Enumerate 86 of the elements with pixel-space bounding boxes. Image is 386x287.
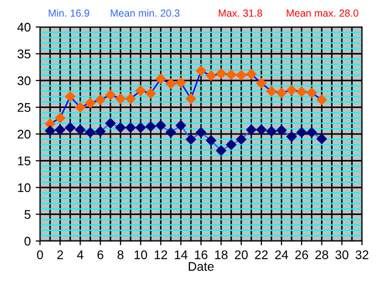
point bbox=[85, 127, 96, 138]
y-tick-label: 0 bbox=[24, 236, 30, 246]
point bbox=[226, 70, 236, 80]
point bbox=[44, 126, 56, 136]
point bbox=[166, 127, 176, 138]
y-tick-label: 35 bbox=[18, 50, 30, 58]
point bbox=[296, 86, 307, 97]
y-tick-label: 25 bbox=[18, 103, 30, 112]
point bbox=[75, 124, 86, 135]
point bbox=[115, 122, 126, 133]
point bbox=[176, 120, 186, 131]
point bbox=[156, 120, 166, 131]
point bbox=[246, 124, 256, 135]
point bbox=[55, 124, 66, 135]
point bbox=[176, 78, 186, 88]
y-tick-label: 40 bbox=[17, 22, 30, 32]
point bbox=[196, 127, 206, 138]
x-tick-label: 16 bbox=[195, 250, 208, 260]
point bbox=[115, 94, 126, 104]
x-tick-label: 6 bbox=[98, 250, 104, 260]
point bbox=[286, 132, 297, 142]
point bbox=[306, 127, 317, 138]
point bbox=[146, 121, 156, 132]
point bbox=[316, 94, 327, 105]
text: Max. 31.8 bbox=[218, 10, 262, 17]
text: Mean min. 20.3 bbox=[110, 9, 180, 17]
x-axis-title: Date bbox=[188, 262, 214, 271]
point bbox=[266, 86, 277, 96]
y-tick-label: 10 bbox=[18, 183, 30, 192]
point bbox=[256, 78, 266, 88]
point bbox=[236, 134, 246, 144]
x-tick-label: 8 bbox=[118, 250, 124, 260]
y-tick-label: 15 bbox=[18, 156, 30, 166]
x-tick-label: 0 bbox=[37, 250, 43, 260]
point bbox=[276, 88, 287, 98]
x-tick-label: 14 bbox=[174, 250, 188, 260]
point bbox=[105, 118, 116, 128]
point bbox=[95, 94, 106, 105]
point bbox=[206, 70, 216, 81]
y-tick-label: 30 bbox=[18, 76, 30, 86]
point bbox=[246, 68, 256, 80]
point bbox=[146, 88, 156, 98]
text: Mean max. 28.0 bbox=[286, 10, 358, 17]
point bbox=[216, 68, 226, 79]
point bbox=[226, 140, 236, 150]
text: Min. 16.9 bbox=[48, 9, 90, 17]
x-tick-label: 18 bbox=[215, 250, 228, 260]
point bbox=[95, 126, 106, 136]
point bbox=[105, 90, 116, 100]
x-tick-label: 24 bbox=[275, 250, 288, 260]
x-tick-label: 26 bbox=[295, 250, 308, 260]
point bbox=[136, 122, 146, 133]
x-tick-label: 32 bbox=[356, 250, 368, 260]
point bbox=[296, 127, 307, 138]
point bbox=[276, 125, 287, 136]
point bbox=[136, 86, 146, 96]
point bbox=[236, 70, 246, 80]
point bbox=[156, 74, 166, 84]
point bbox=[75, 102, 86, 112]
point bbox=[55, 112, 66, 124]
x-tick-label: 22 bbox=[255, 250, 268, 260]
point bbox=[206, 135, 216, 146]
x-tick-label: 2 bbox=[57, 250, 63, 260]
point bbox=[85, 98, 96, 108]
point bbox=[65, 122, 76, 133]
x-tick-label: 20 bbox=[234, 250, 248, 260]
x-tick-label: 30 bbox=[335, 250, 348, 260]
point bbox=[186, 134, 196, 144]
point bbox=[125, 94, 136, 104]
x-tick-label: 12 bbox=[154, 250, 168, 260]
point bbox=[166, 78, 176, 89]
point bbox=[216, 145, 226, 156]
x-tick-label: 4 bbox=[77, 250, 84, 260]
point bbox=[125, 122, 136, 133]
y-tick-label: 5 bbox=[24, 210, 30, 219]
point bbox=[316, 134, 327, 144]
x-tick-label: 10 bbox=[134, 250, 148, 260]
y-tick-label: 20 bbox=[18, 130, 30, 139]
point bbox=[306, 88, 317, 98]
x-tick-label: 28 bbox=[315, 250, 328, 260]
point bbox=[186, 94, 196, 104]
point bbox=[65, 91, 76, 102]
point bbox=[256, 124, 266, 135]
point bbox=[196, 66, 206, 76]
point bbox=[266, 126, 277, 136]
point bbox=[286, 85, 297, 96]
